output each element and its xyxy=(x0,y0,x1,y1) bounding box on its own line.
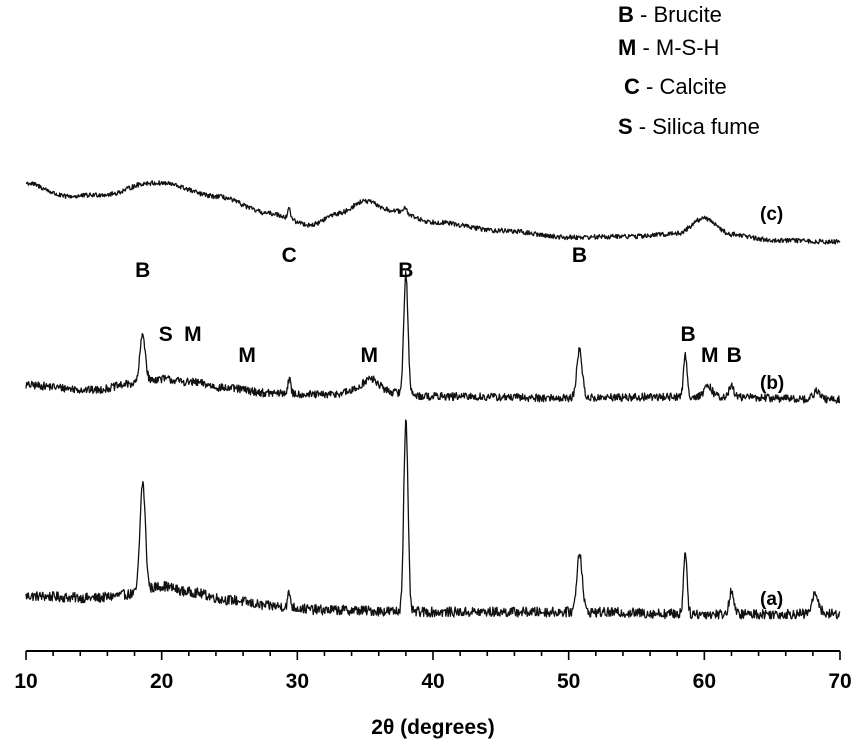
series-group: (a) (b) (c) xyxy=(25,180,841,620)
legend-code: C xyxy=(624,74,640,99)
legend-entry: C - Calcite xyxy=(624,74,727,99)
x-axis-label: 2θ (degrees) xyxy=(371,716,494,739)
legend-text: - Brucite xyxy=(634,2,722,27)
x-tick-label: 50 xyxy=(557,670,580,693)
legend-text: - M-S-H xyxy=(636,35,719,60)
legend-text: - Calcite xyxy=(640,74,727,99)
x-axis: 10 20 30 40 50 60 70 xyxy=(14,650,852,693)
x-tick-label: 70 xyxy=(828,670,851,693)
legend-text: - Silica fume xyxy=(633,114,760,139)
peak-label: M xyxy=(701,344,719,367)
series-line xyxy=(25,180,841,245)
peak-label: B xyxy=(398,259,413,282)
legend-entry: B - Brucite xyxy=(618,2,722,27)
series-label: (c) xyxy=(760,204,783,225)
x-tick-label: 10 xyxy=(14,670,37,693)
peak-label: M xyxy=(184,323,202,346)
series-label: (a) xyxy=(760,589,783,610)
peak-label: B xyxy=(572,244,587,267)
x-tick-label: 30 xyxy=(286,670,309,693)
x-tick-label: 20 xyxy=(150,670,173,693)
legend-code: S xyxy=(618,114,633,139)
peak-label: B xyxy=(680,323,695,346)
peak-label: B xyxy=(727,344,742,367)
peak-label: S xyxy=(159,323,173,346)
legend-code: M xyxy=(618,35,636,60)
legend-entry: M - M-S-H xyxy=(618,35,719,60)
series-line xyxy=(25,419,841,620)
legend-code: B xyxy=(618,2,634,27)
legend: B - Brucite M - M-S-H C - Calcite S - Silic… xyxy=(618,2,760,139)
peak-label: M xyxy=(238,344,256,367)
x-tick-label: 40 xyxy=(421,670,444,693)
series-label: (b) xyxy=(760,373,784,394)
series-line xyxy=(25,270,841,404)
legend-entry: S - Silica fume xyxy=(618,114,760,139)
peak-label: B xyxy=(135,259,150,282)
peak-label: C xyxy=(282,244,297,267)
x-tick-label: 60 xyxy=(693,670,716,693)
peak-label: M xyxy=(360,344,378,367)
